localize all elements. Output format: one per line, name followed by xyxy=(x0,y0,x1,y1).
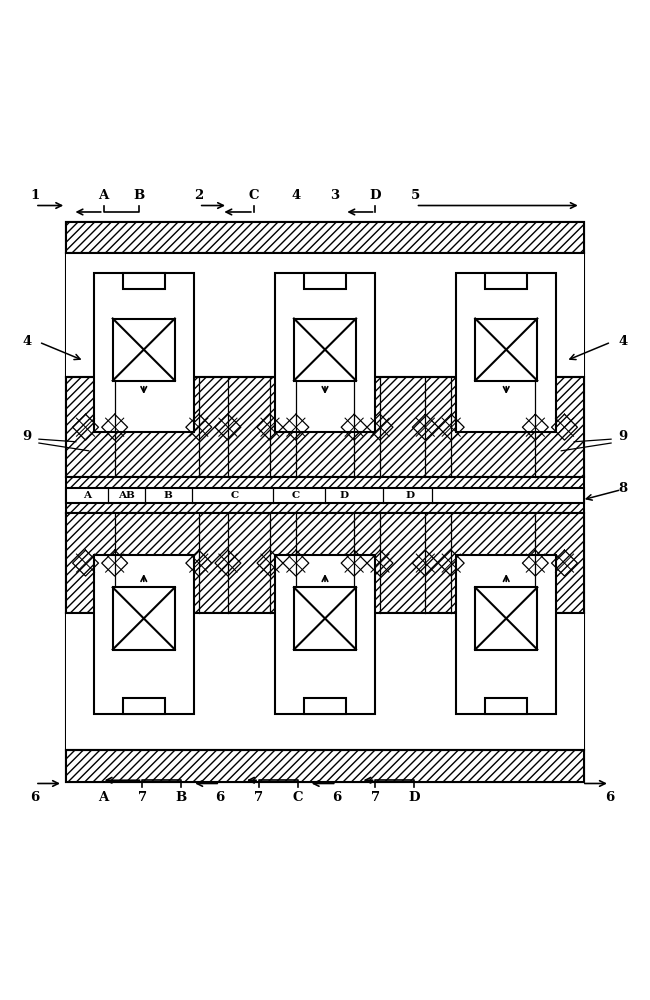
Bar xyxy=(275,273,375,432)
Text: AB: AB xyxy=(118,491,135,500)
Bar xyxy=(475,587,538,650)
Text: B: B xyxy=(176,791,187,804)
Text: 4: 4 xyxy=(291,189,300,202)
Bar xyxy=(112,319,175,381)
Bar xyxy=(66,222,584,253)
Text: C: C xyxy=(230,491,239,500)
Text: 4: 4 xyxy=(618,335,627,348)
Bar xyxy=(66,613,584,750)
Bar xyxy=(475,319,538,381)
Text: 9: 9 xyxy=(23,430,32,443)
Text: B: B xyxy=(164,491,173,500)
Text: D: D xyxy=(340,491,349,500)
Text: 9: 9 xyxy=(618,430,627,443)
Bar xyxy=(123,273,165,289)
Text: A: A xyxy=(83,491,92,500)
Text: D: D xyxy=(406,491,415,500)
Bar xyxy=(304,698,346,714)
Bar xyxy=(94,555,194,714)
Text: 7: 7 xyxy=(371,791,380,804)
Bar xyxy=(294,587,356,650)
Bar xyxy=(94,273,194,432)
Text: 5: 5 xyxy=(411,189,421,202)
Text: D: D xyxy=(370,189,382,202)
Text: 6: 6 xyxy=(216,791,225,804)
Bar xyxy=(66,222,584,477)
Text: 7: 7 xyxy=(138,791,147,804)
Bar xyxy=(123,698,165,714)
Text: 6: 6 xyxy=(332,791,341,804)
Bar xyxy=(294,319,356,381)
Bar xyxy=(485,273,527,289)
Bar xyxy=(66,377,584,477)
Bar xyxy=(456,273,556,432)
Text: C: C xyxy=(248,189,259,202)
Text: C: C xyxy=(292,491,300,500)
Text: 6: 6 xyxy=(31,791,40,804)
Bar xyxy=(66,253,584,377)
Text: D: D xyxy=(409,791,420,804)
Bar xyxy=(66,750,584,782)
Bar xyxy=(485,698,527,714)
Text: 3: 3 xyxy=(330,189,339,202)
Text: A: A xyxy=(99,189,109,202)
Bar xyxy=(66,477,584,513)
Text: 2: 2 xyxy=(194,189,203,202)
Text: 7: 7 xyxy=(254,791,263,804)
Bar xyxy=(456,555,556,714)
Bar xyxy=(66,513,584,782)
Bar xyxy=(304,273,346,289)
Bar xyxy=(112,587,175,650)
Bar xyxy=(66,488,584,503)
Bar xyxy=(66,513,584,613)
Text: B: B xyxy=(133,189,144,202)
Text: 4: 4 xyxy=(23,335,32,348)
Text: 1: 1 xyxy=(31,189,40,202)
Bar xyxy=(275,555,375,714)
Text: C: C xyxy=(292,791,303,804)
Text: 8: 8 xyxy=(618,482,627,495)
Text: A: A xyxy=(99,791,109,804)
Text: 6: 6 xyxy=(605,791,614,804)
